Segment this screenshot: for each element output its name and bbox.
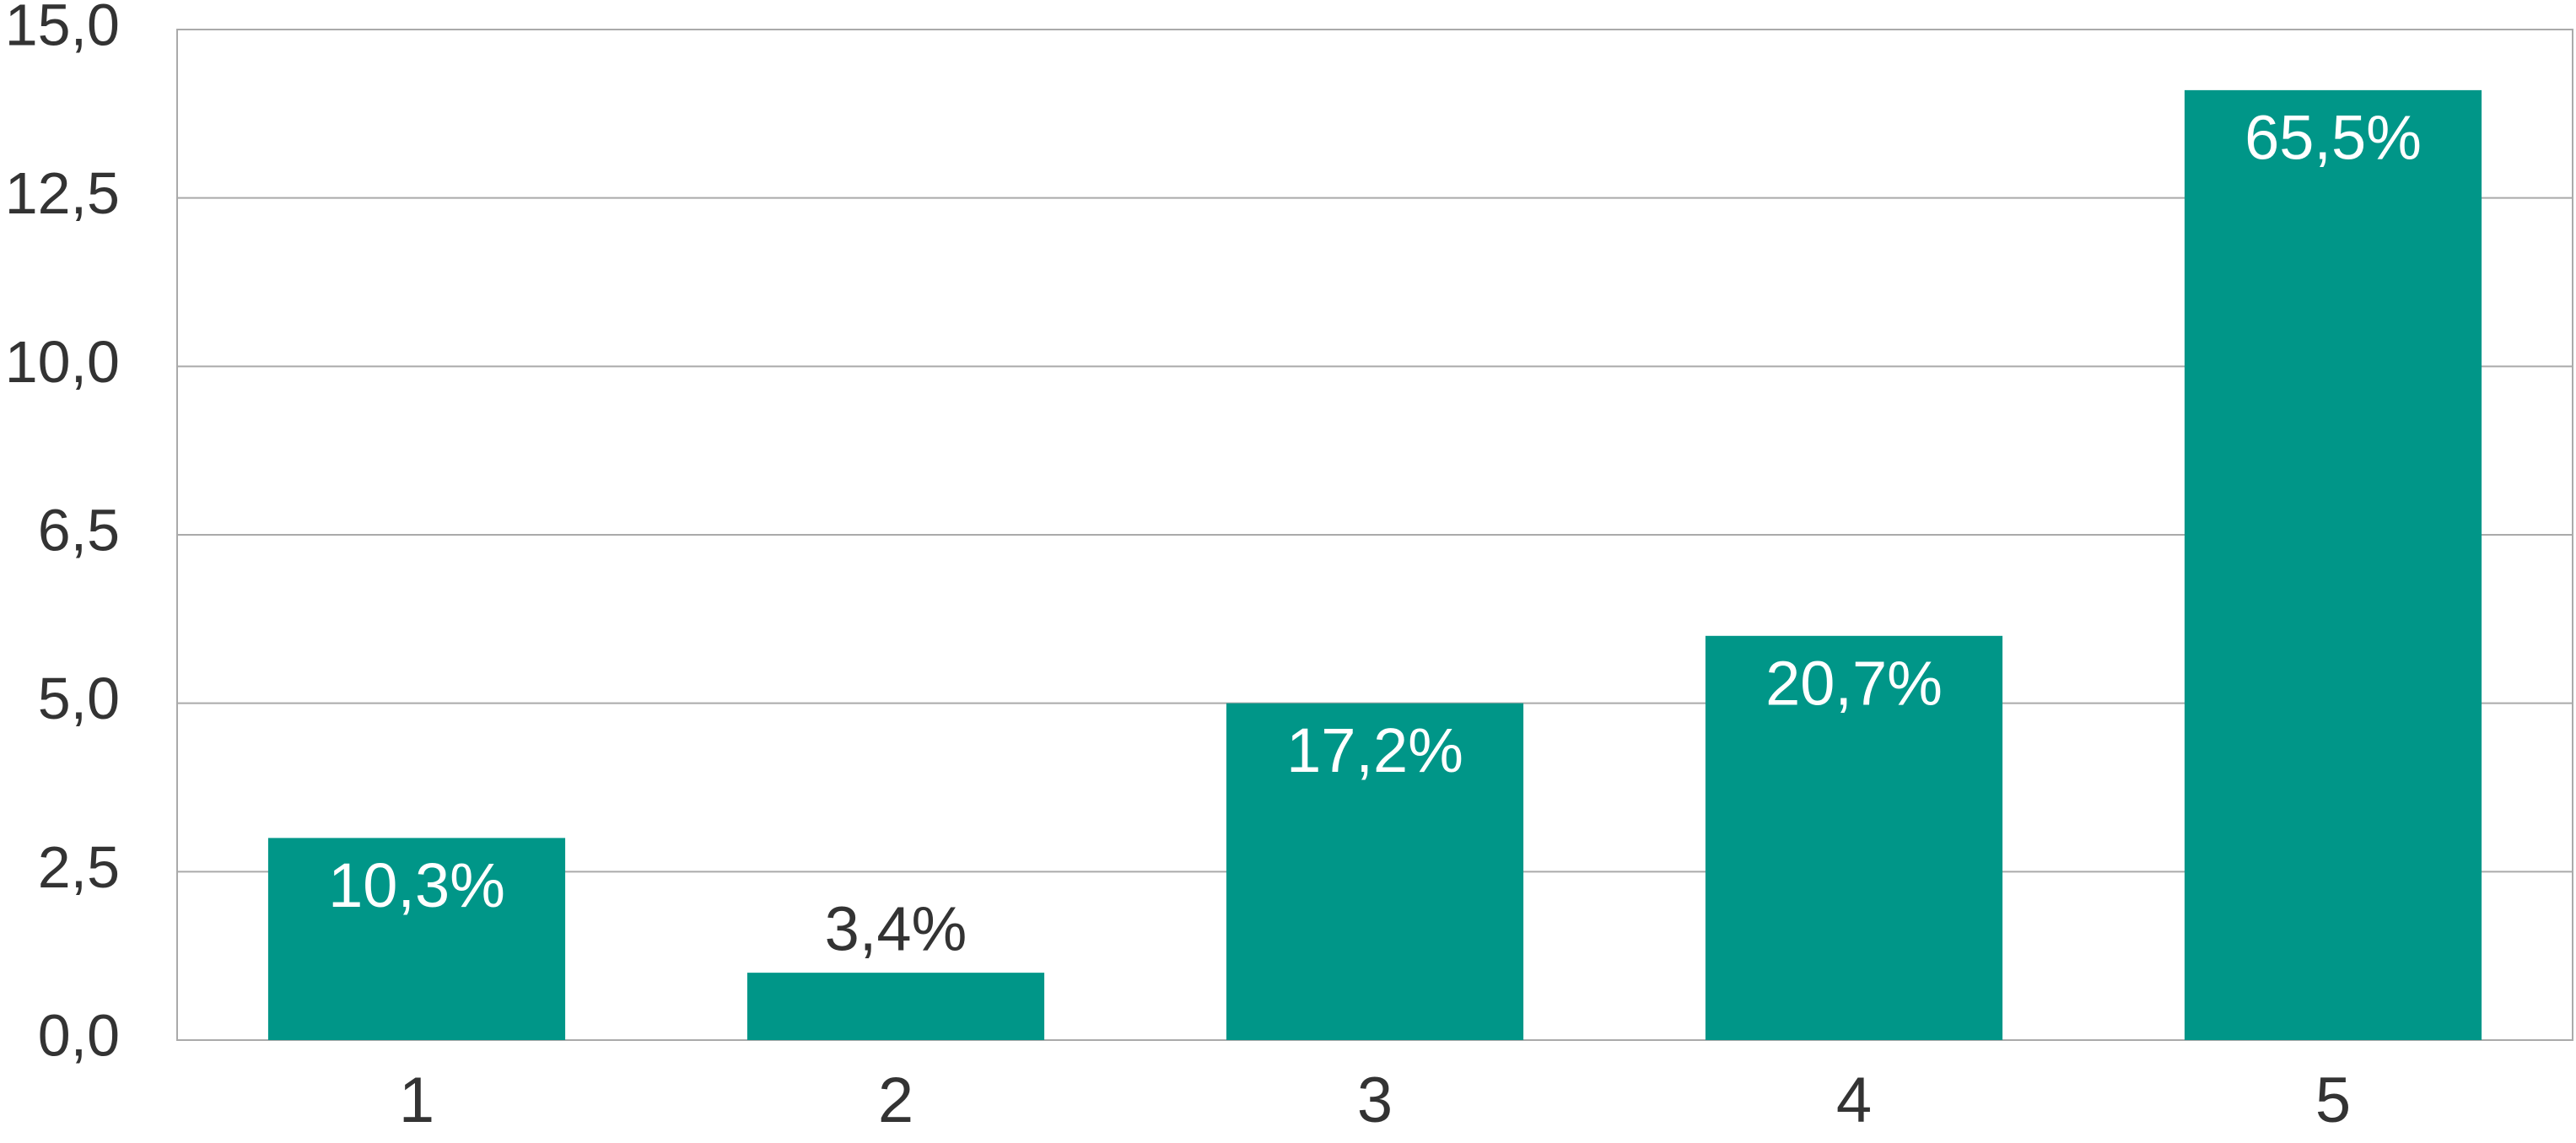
y-tick-label: 10,0 xyxy=(5,329,120,395)
y-tick-label: 5,0 xyxy=(38,666,120,731)
bar xyxy=(1705,635,2003,1040)
x-tick-label: 2 xyxy=(878,1065,913,1136)
value-label: 3,4% xyxy=(825,894,967,964)
x-tick-label: 1 xyxy=(399,1065,434,1136)
x-tick-label: 5 xyxy=(2315,1065,2351,1136)
y-tick-label: 15,0 xyxy=(5,0,120,57)
bar xyxy=(1226,703,1524,1040)
x-tick-label: 3 xyxy=(1357,1065,1393,1136)
y-tick-label: 0,0 xyxy=(38,1002,120,1068)
bar xyxy=(2184,89,2482,1040)
value-label: 17,2% xyxy=(1286,715,1463,785)
y-tick-label: 6,5 xyxy=(38,497,120,563)
y-tick-label: 2,5 xyxy=(38,834,120,900)
value-label: 65,5% xyxy=(2245,102,2422,172)
x-tick-label: 4 xyxy=(1836,1065,1872,1136)
value-label: 10,3% xyxy=(328,850,505,920)
y-tick-label: 12,5 xyxy=(5,160,120,226)
value-label: 20,7% xyxy=(1765,648,1943,718)
bar xyxy=(267,838,566,1040)
bar xyxy=(746,973,1045,1040)
